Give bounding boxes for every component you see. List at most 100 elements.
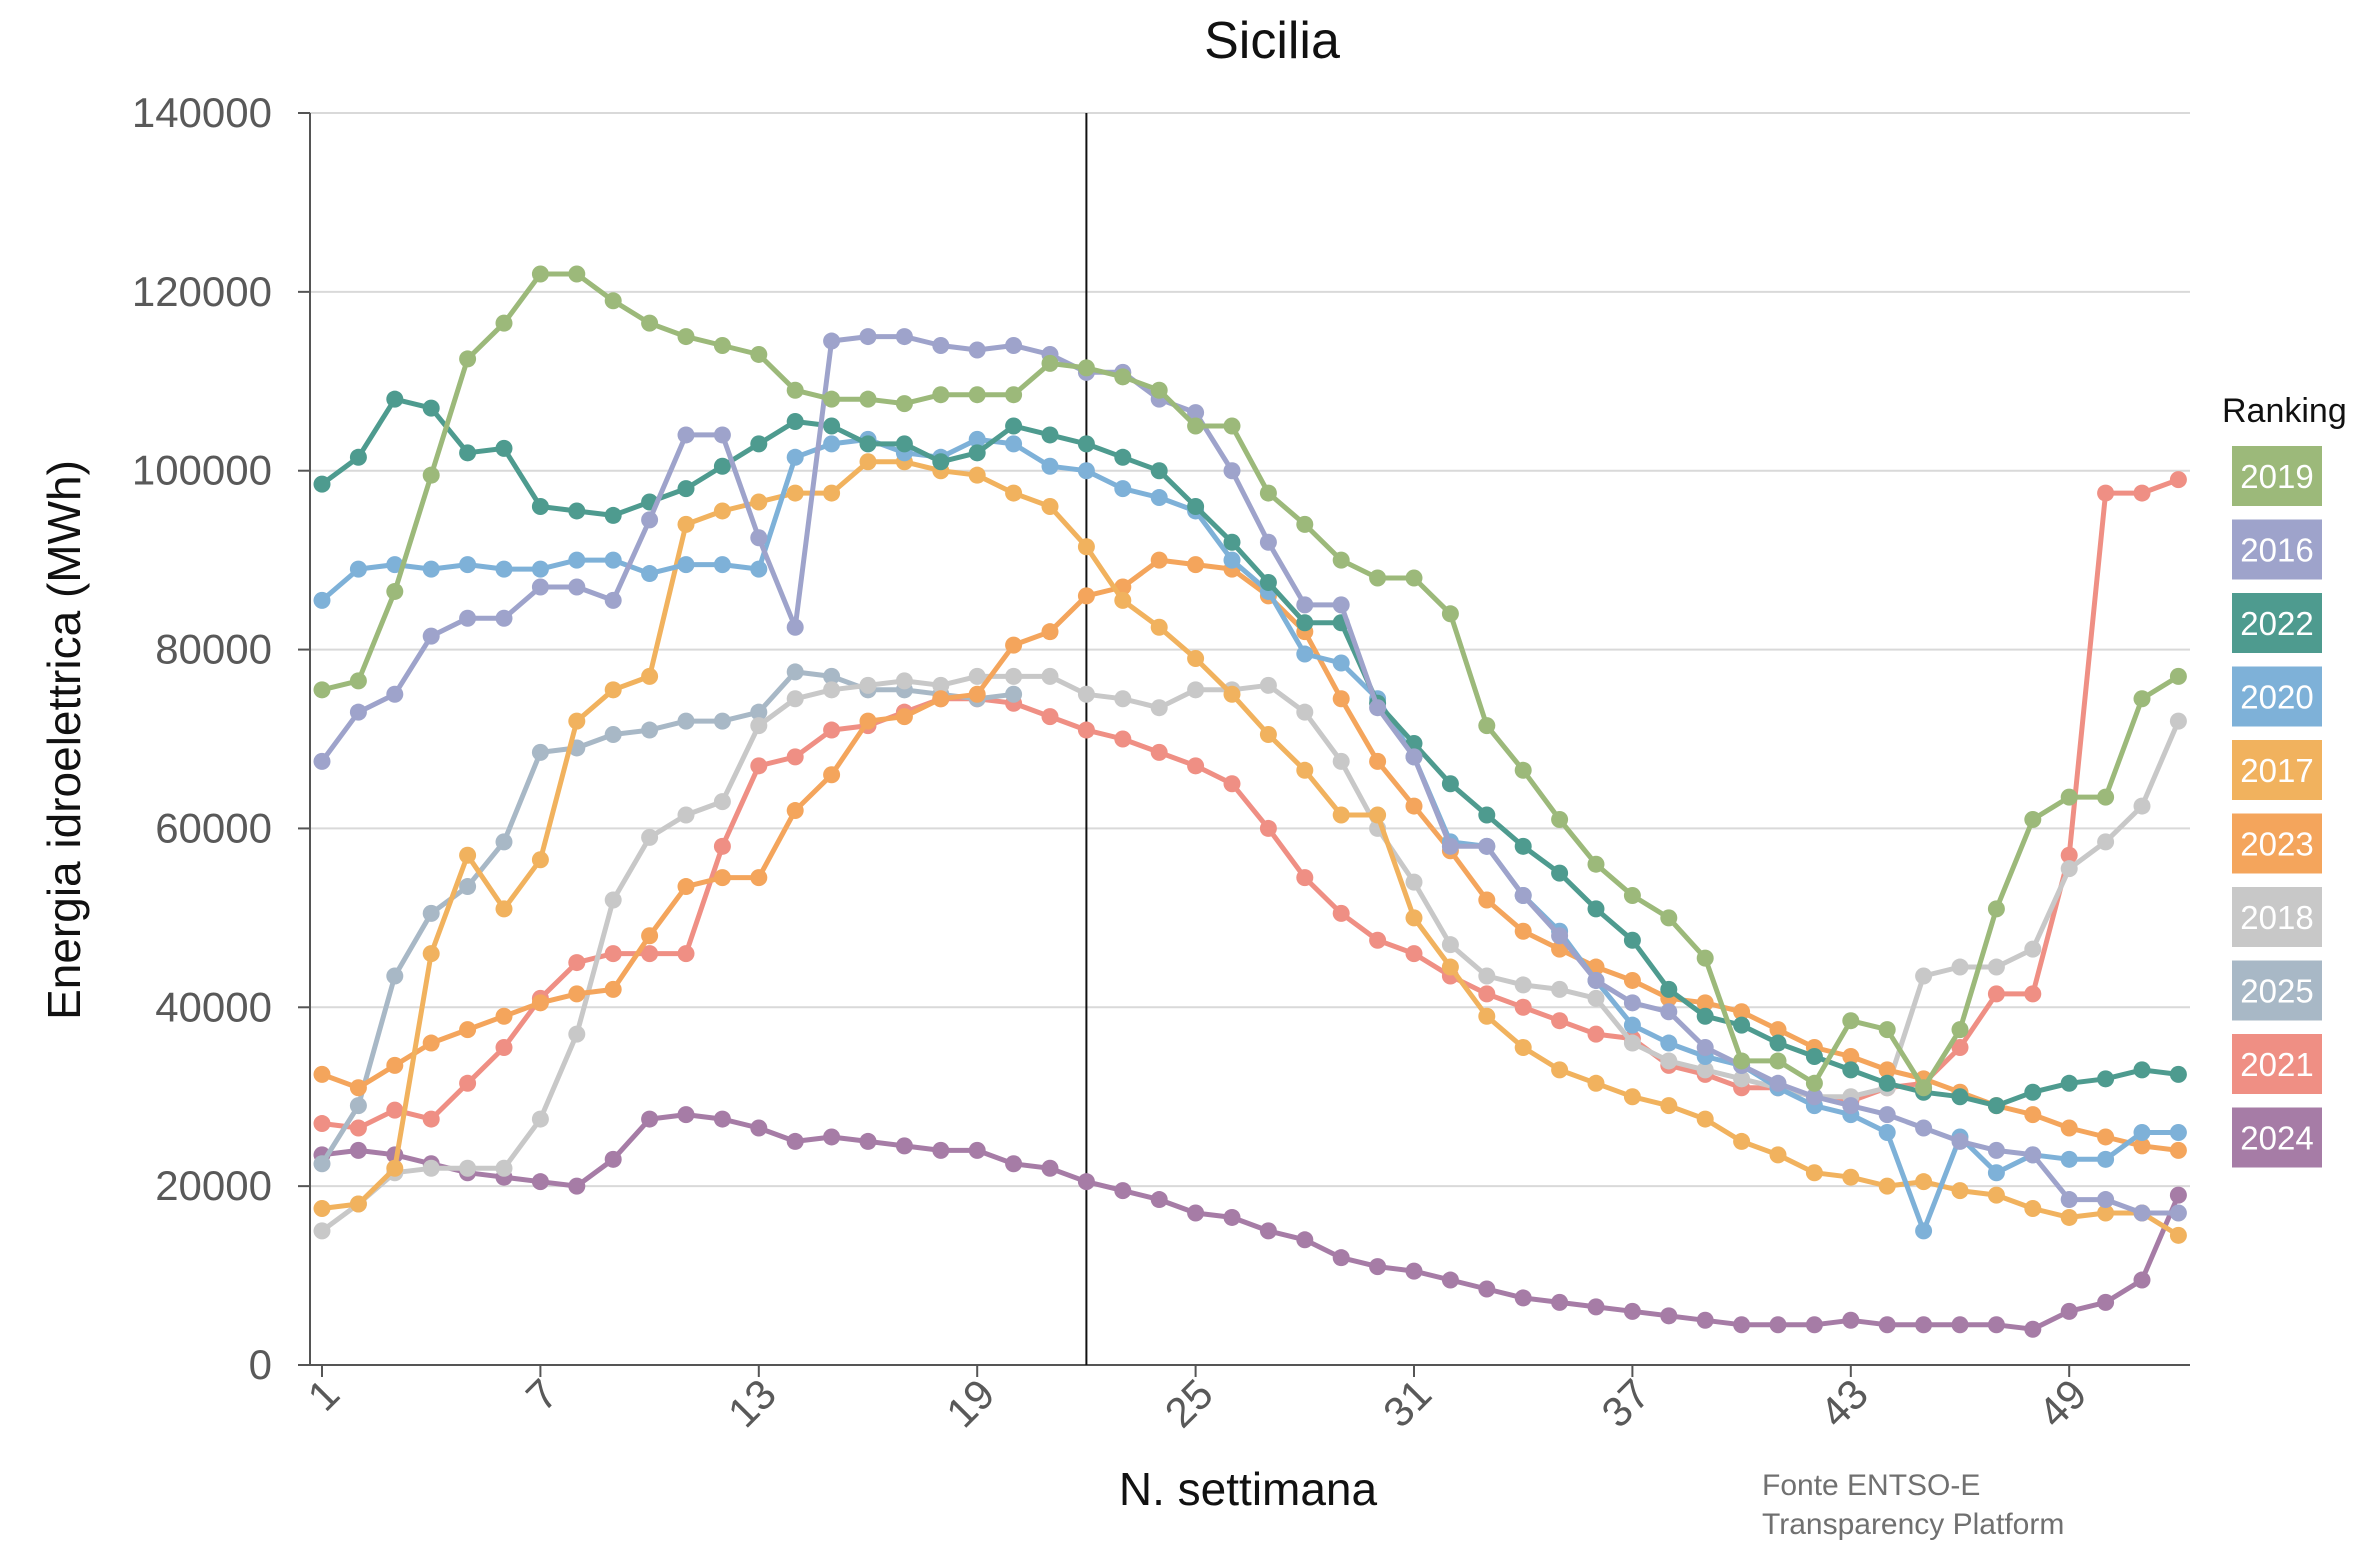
data-point — [968, 341, 986, 359]
legend-item-2016: 2016 — [2232, 519, 2322, 580]
data-point — [1041, 457, 1059, 475]
legend-label: 2022 — [2240, 605, 2313, 642]
data-point — [859, 435, 877, 453]
data-point — [1441, 936, 1459, 954]
series-2025 — [313, 663, 1023, 1173]
data-point — [313, 681, 331, 699]
source-line-2: Transparency Platform — [1762, 1508, 2064, 1541]
data-point — [2097, 788, 2115, 806]
data-point — [1696, 949, 1714, 967]
data-point — [459, 1074, 477, 1092]
x-tick-label: 25 — [1156, 1370, 1222, 1436]
data-point — [2169, 1123, 2187, 1141]
data-point — [677, 328, 695, 346]
data-point — [823, 766, 841, 784]
data-point — [786, 663, 804, 681]
data-point — [386, 556, 404, 574]
series-2016 — [313, 328, 2187, 1222]
data-point — [1587, 971, 1605, 989]
legend-swatch — [2232, 446, 2322, 506]
data-point — [349, 560, 367, 578]
data-point — [1332, 654, 1350, 672]
x-tick-label: 49 — [2029, 1370, 2095, 1436]
source-line-1: Fonte ENTSO-E — [1762, 1469, 1980, 1502]
data-point — [1259, 676, 1277, 694]
data-point — [968, 685, 986, 703]
data-point — [1842, 1168, 1860, 1186]
data-point — [1369, 752, 1387, 770]
data-point — [1223, 417, 1241, 435]
data-point — [604, 980, 622, 998]
data-point — [713, 1110, 731, 1128]
data-point — [459, 350, 477, 368]
data-point — [1259, 574, 1277, 591]
data-point — [1514, 976, 1532, 994]
series-2019 — [313, 265, 2187, 1097]
data-point — [459, 846, 477, 864]
data-point — [895, 435, 913, 453]
data-point — [1660, 1034, 1678, 1052]
data-point — [2060, 788, 2078, 806]
data-point — [1514, 1289, 1532, 1307]
data-point — [2097, 833, 2115, 851]
data-point — [1842, 1061, 1860, 1079]
data-point — [1005, 636, 1023, 654]
data-point — [2169, 1141, 2187, 1159]
data-point — [1150, 381, 1168, 399]
data-point — [1441, 958, 1459, 976]
data-point — [1878, 1177, 1896, 1195]
data-point — [1187, 1204, 1205, 1222]
data-point — [1660, 1307, 1678, 1325]
data-point — [422, 466, 440, 484]
data-point — [641, 945, 659, 963]
data-point — [2133, 1137, 2151, 1155]
data-point — [1951, 1132, 1969, 1150]
data-point — [1005, 667, 1023, 685]
data-point — [1187, 650, 1205, 668]
data-point — [2060, 1208, 2078, 1226]
data-point — [1332, 904, 1350, 922]
legend-item-2025: 2025 — [2232, 960, 2322, 1021]
legend-swatch — [2232, 666, 2322, 727]
data-point — [349, 1141, 367, 1159]
data-point — [1187, 757, 1205, 775]
x-tick-label: 13 — [719, 1370, 785, 1436]
data-point — [1660, 909, 1678, 927]
data-point — [1623, 931, 1641, 949]
data-point — [823, 681, 841, 699]
data-point — [604, 726, 622, 744]
data-point — [1405, 569, 1423, 587]
data-point — [2024, 1083, 2042, 1101]
data-point — [1005, 417, 1023, 435]
data-point — [2133, 1061, 2151, 1079]
data-point — [495, 833, 513, 851]
data-point — [531, 743, 549, 761]
data-point — [1915, 1222, 1933, 1240]
series-2024 — [313, 1106, 2187, 1338]
data-point — [568, 712, 586, 730]
data-point — [1332, 806, 1350, 824]
data-point — [1733, 1132, 1751, 1150]
data-point — [677, 712, 695, 730]
legend-item-2019: 2019 — [2232, 446, 2322, 506]
x-tick-label: 31 — [1374, 1370, 1440, 1436]
series-line-2020 — [319, 436, 2181, 1234]
data-point — [2133, 690, 2151, 708]
data-point — [1623, 1034, 1641, 1052]
data-point — [677, 806, 695, 824]
series-2020 — [313, 430, 2187, 1240]
x-tick-label: 19 — [937, 1370, 1003, 1436]
data-point — [1623, 1302, 1641, 1320]
data-point — [531, 560, 549, 578]
data-point — [1514, 1039, 1532, 1057]
data-point — [1878, 1061, 1896, 1079]
data-point — [1660, 1003, 1678, 1021]
legend-swatch — [2232, 960, 2322, 1021]
data-point — [968, 667, 986, 685]
data-point — [1915, 1316, 1933, 1334]
data-point — [859, 328, 877, 346]
data-point — [750, 757, 768, 775]
data-point — [823, 332, 841, 350]
data-point — [1005, 1155, 1023, 1173]
